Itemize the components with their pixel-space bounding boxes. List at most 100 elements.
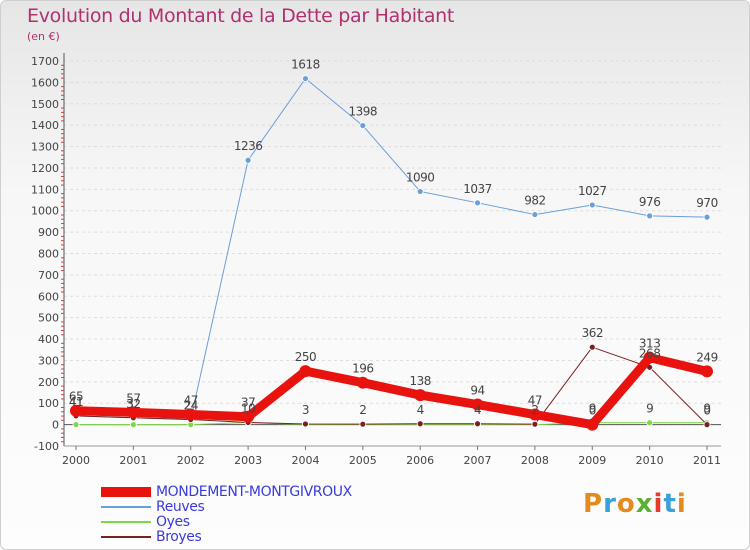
x-tick-label: 2011: [693, 454, 721, 467]
data-label: 1090: [406, 170, 435, 184]
data-point: [127, 406, 140, 419]
legend-swatch: [101, 506, 151, 508]
x-tick-label: 2007: [464, 454, 492, 467]
data-label: 976: [639, 195, 660, 209]
data-label: 970: [696, 196, 717, 210]
data-label: 0: [589, 404, 596, 418]
data-point: [646, 419, 654, 427]
proxiti-logo: Proxiti: [583, 489, 687, 519]
chart-subtitle: (en €): [27, 30, 60, 43]
data-label: 1236: [234, 139, 263, 153]
data-label: 32: [126, 397, 140, 411]
line-chart: -100010020030040050060070080090010001100…: [31, 53, 721, 467]
data-point: [70, 404, 82, 417]
series-line-3: [75, 346, 708, 425]
data-point: [588, 201, 596, 209]
series-line-0: [75, 353, 709, 430]
series-line-1: [75, 78, 708, 420]
legend-item: Oyes: [101, 515, 352, 530]
y-tick-label: 800: [38, 248, 59, 261]
y-tick-label: 600: [38, 290, 59, 303]
y-tick-label: 300: [38, 354, 59, 367]
data-label: 1398: [349, 105, 378, 119]
data-label: 4: [474, 403, 481, 417]
data-point: [244, 156, 252, 164]
y-tick-label: 1700: [31, 55, 59, 68]
x-tick-label: 2009: [578, 454, 606, 467]
legend-item: MONDEMENT-MONTGIVROUX: [101, 485, 352, 500]
data-point: [474, 199, 481, 207]
data-label: 196: [352, 362, 373, 376]
y-tick-label: 700: [38, 269, 59, 282]
data-label: 65: [69, 390, 83, 404]
data-label: 57: [126, 391, 140, 405]
data-label: 1618: [291, 58, 320, 72]
page-title: Evolution du Montant de la Dette par Hab…: [27, 5, 455, 27]
data-label: 10: [241, 401, 255, 415]
data-point: [528, 408, 541, 421]
data-label: 313: [639, 337, 660, 351]
x-tick-label: 2000: [62, 454, 90, 467]
y-tick-label: 1500: [31, 98, 59, 111]
y-tick-label: 1400: [31, 119, 59, 132]
data-label: 2: [359, 403, 366, 417]
x-tick-label: 2001: [119, 454, 147, 467]
data-point: [588, 343, 596, 351]
data-label: 4: [417, 403, 424, 417]
y-tick-label: 1600: [31, 76, 59, 89]
data-point: [359, 420, 367, 428]
y-tick-label: 400: [38, 333, 59, 346]
y-tick-label: 0: [52, 419, 59, 432]
y-tick-label: 500: [38, 312, 59, 325]
data-label: 1037: [463, 182, 492, 196]
legend-label: Oyes: [156, 514, 190, 530]
data-point: [586, 418, 599, 431]
y-tick-label: 100: [38, 397, 59, 410]
x-tick-label: 2010: [636, 454, 664, 467]
data-label: 9: [589, 402, 596, 416]
legend-item: Reuves: [101, 500, 352, 515]
x-tick-label: 2002: [177, 454, 205, 467]
legend-swatch: [101, 487, 151, 497]
data-point: [416, 188, 424, 195]
data-label: 2: [531, 403, 538, 417]
x-tick-label: 2008: [521, 454, 549, 467]
data-point: [299, 365, 312, 378]
data-label: 3: [302, 403, 309, 417]
data-point: [643, 351, 656, 364]
legend-item: Broyes: [101, 530, 352, 545]
data-label: 249: [696, 350, 717, 364]
data-point: [474, 420, 481, 428]
data-label: 9: [703, 402, 710, 416]
data-point: [703, 213, 711, 221]
data-label: 24: [184, 398, 198, 412]
legend-swatch: [101, 521, 151, 523]
data-point: [72, 421, 80, 429]
data-point: [129, 421, 137, 429]
x-tick-label: 2003: [234, 454, 262, 467]
data-label: 982: [524, 194, 545, 208]
data-point: [242, 410, 255, 423]
data-label: 32: [126, 397, 140, 411]
data-point: [703, 421, 711, 429]
chart-legend: MONDEMENT-MONTGIVROUX Reuves Oyes Broyes: [101, 485, 352, 545]
y-tick-label: -100: [34, 440, 59, 453]
x-tick-label: 2005: [349, 454, 377, 467]
data-point: [302, 420, 309, 428]
data-point: [359, 122, 367, 129]
data-label: 47: [184, 394, 198, 408]
data-label: 138: [409, 374, 430, 388]
data-label: 41: [69, 395, 83, 409]
legend-label: Broyes: [156, 529, 202, 545]
legend-swatch: [101, 536, 151, 538]
y-tick-label: 900: [38, 226, 59, 239]
data-point: [646, 212, 654, 220]
data-label: 41: [69, 395, 83, 409]
x-tick-label: 2004: [291, 454, 319, 467]
legend-label: Reuves: [156, 499, 205, 515]
y-tick-label: 1000: [31, 205, 59, 218]
data-point: [416, 420, 424, 428]
data-label: 268: [639, 346, 660, 360]
data-point: [471, 398, 484, 411]
